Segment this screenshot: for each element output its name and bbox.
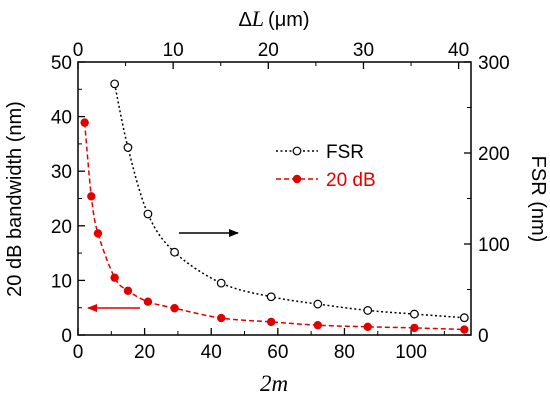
data-point-fsr (313, 299, 323, 309)
left-tick-label: 20 (51, 217, 72, 238)
data-point-fsr (216, 278, 226, 288)
legend-marker-fsr (292, 146, 302, 156)
left-tick-label: 30 (51, 162, 72, 183)
axis-ticks (77, 61, 471, 336)
data-point-20-db (143, 297, 153, 306)
top-tick-label: 30 (353, 40, 374, 61)
data-point-20-db (460, 325, 469, 334)
top-axis-label-var: L (251, 6, 264, 31)
left-axis-label: 20 dB bandwidth (nm) (4, 101, 26, 297)
data-point-fsr (110, 79, 120, 89)
bottom-tick-label: 20 (134, 342, 155, 363)
data-point-20-db (217, 313, 226, 323)
data-point-20-db (123, 286, 133, 295)
data-point-20-db (313, 320, 322, 330)
top-tick-label: 40 (448, 40, 469, 61)
legend: FSR 20 dB (276, 142, 376, 191)
right-tick-label: 0 (478, 326, 489, 347)
right-axis-label: FSR (nm) (527, 156, 549, 243)
data-point-20-db (170, 304, 179, 313)
bottom-tick-label: 80 (334, 342, 355, 363)
top-axis-label-unit: (μm) (268, 9, 310, 31)
bottom-axis-label: 2m (260, 371, 288, 396)
data-point-20-db (266, 317, 276, 327)
left-tick-label: 10 (51, 271, 72, 292)
data-point-20-db (87, 192, 96, 201)
data-point-20-db (363, 322, 372, 332)
series-points (80, 79, 469, 334)
bottom-tick-label: 60 (267, 342, 288, 363)
data-point-20-db (80, 118, 89, 127)
data-point-20-db (410, 323, 419, 333)
right-tick-label: 100 (478, 235, 510, 256)
left-tick-label: 40 (51, 108, 72, 129)
legend-label-fsr: FSR (326, 142, 364, 163)
right-tick-label: 300 (478, 53, 510, 74)
top-tick-label: 0 (73, 40, 84, 61)
data-point-fsr (266, 292, 276, 302)
right-tick-label: 200 (478, 144, 510, 165)
bottom-tick-label: 0 (73, 342, 84, 363)
data-point-fsr (459, 313, 469, 323)
series-lines (83, 83, 465, 331)
bottom-tick-label: 100 (395, 342, 427, 363)
data-point-fsr (170, 247, 179, 257)
data-point-fsr (143, 209, 153, 219)
top-tick-label: 20 (258, 40, 279, 61)
legend-marker-20db (292, 174, 302, 184)
data-point-20-db (110, 273, 119, 282)
top-tick-label: 10 (163, 40, 184, 61)
bottom-tick-label: 40 (201, 342, 222, 363)
legend-label-20db: 20 dB (326, 170, 376, 191)
data-point-fsr (123, 143, 133, 152)
data-point-fsr (363, 306, 373, 315)
left-tick-label: 0 (61, 326, 72, 347)
top-axis-label-symbol: Δ (238, 9, 251, 31)
series-line-fsr (113, 83, 465, 319)
data-point-20-db (93, 229, 103, 238)
left-tick-label: 50 (51, 53, 72, 74)
top-axis-label: ΔL (μm) (238, 6, 309, 31)
data-point-fsr (409, 309, 419, 319)
